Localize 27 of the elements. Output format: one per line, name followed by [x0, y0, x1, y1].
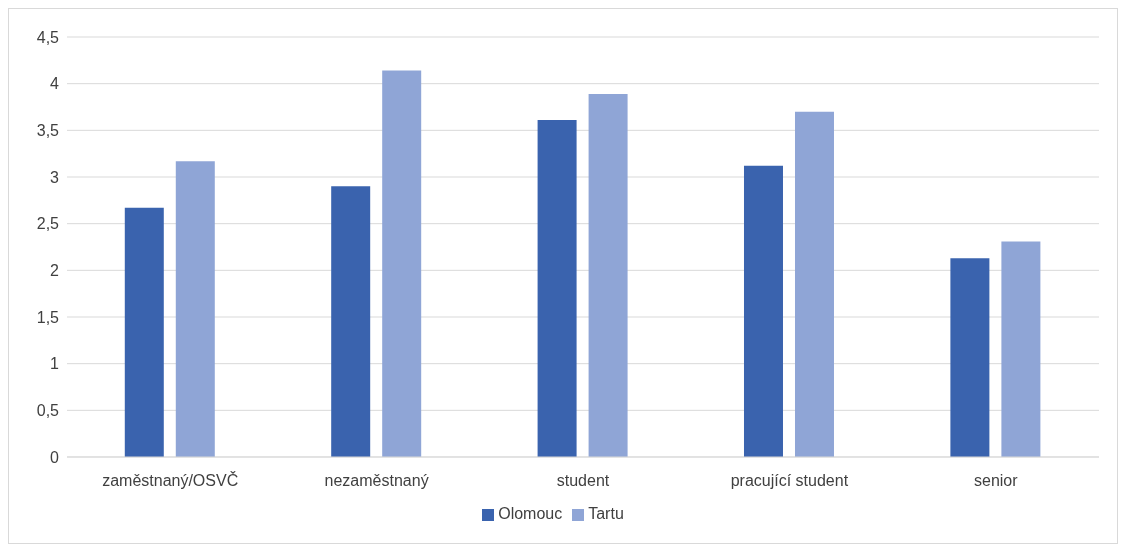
bar [175, 161, 215, 457]
y-tick-label: 4,5 [36, 28, 60, 46]
bar [588, 93, 628, 457]
bar [537, 120, 577, 457]
y-tick-label: 2 [50, 262, 60, 280]
y-tick-label: 4 [50, 75, 60, 93]
x-tick-label: zaměstnaný/OSVČ [102, 471, 239, 490]
bar [950, 258, 990, 457]
x-tick-label: senior [974, 472, 1019, 490]
y-tick-label: 0 [50, 448, 60, 466]
legend-label: Olomouc [498, 505, 563, 522]
bar [794, 111, 834, 457]
bar [1001, 241, 1041, 457]
y-tick-label: 3 [50, 168, 60, 186]
y-tick-label: 0,5 [36, 402, 60, 420]
x-tick-label: pracující student [730, 472, 849, 490]
y-tick-label: 2,5 [36, 215, 60, 233]
bar [124, 207, 164, 457]
bar [382, 70, 422, 457]
x-tick-label: nezaměstnaný [324, 472, 429, 490]
bar [331, 186, 371, 457]
legend-label: Tartu [588, 505, 624, 522]
y-tick-label: 1,5 [36, 308, 60, 326]
bar [743, 165, 783, 457]
y-tick-label: 3,5 [36, 122, 60, 140]
x-tick-label: student [556, 472, 610, 490]
y-tick-label: 1 [50, 355, 60, 373]
